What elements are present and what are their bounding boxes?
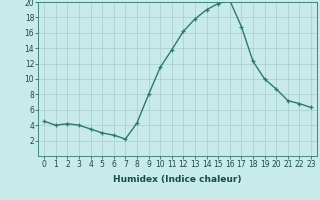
X-axis label: Humidex (Indice chaleur): Humidex (Indice chaleur) xyxy=(113,175,242,184)
